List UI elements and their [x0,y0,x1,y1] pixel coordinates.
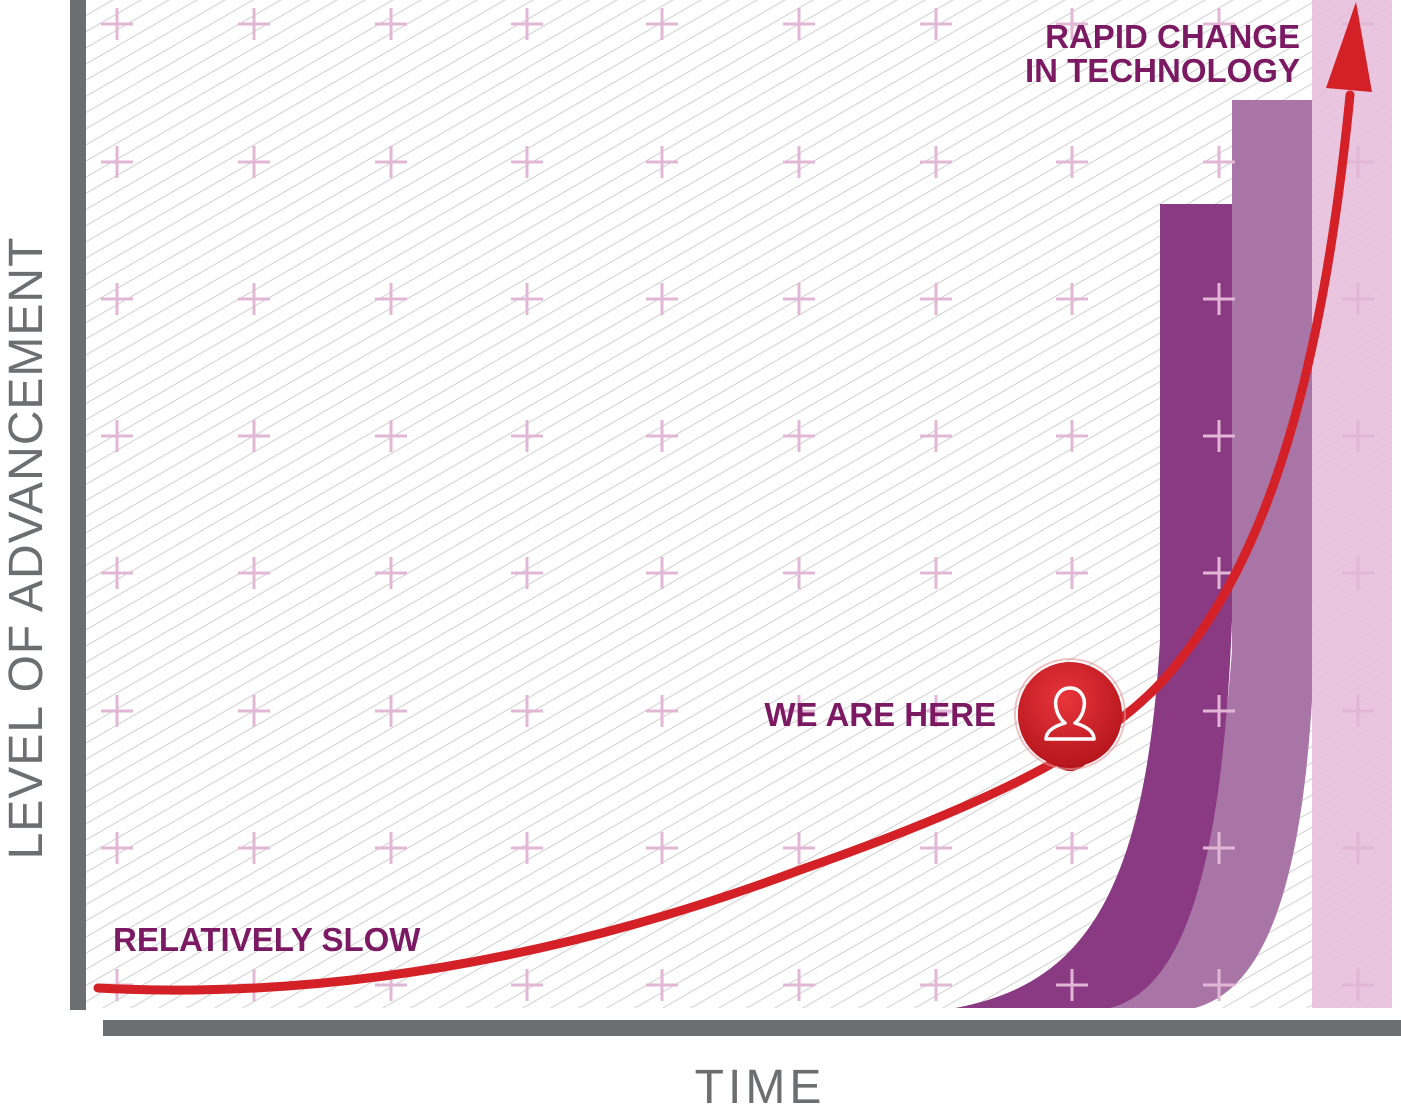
grid-plus-mark [646,8,678,40]
curve-arrowhead [1326,2,1372,92]
band-light [1312,0,1392,1008]
grid-plus-mark [646,969,678,1001]
grid-plus-mark [1342,969,1374,1001]
grid-plus-mark [1056,557,1088,589]
grid-plus-mark [920,969,952,1001]
grid-plus-mark [920,146,952,178]
grid-plus-mark [375,420,407,452]
grid-plus-mark [375,695,407,727]
grid-plus-mark [511,420,543,452]
grid-plus-mark [1056,283,1088,315]
grid-plus-mark [646,283,678,315]
grid-plus-mark [238,8,270,40]
grid-plus-mark [1342,695,1374,727]
grid-plus-mark [1056,8,1088,40]
grid-plus-mark [375,557,407,589]
grid-plus-mark [920,832,952,864]
y-axis [70,0,86,1010]
grid-plus-mark [783,146,815,178]
grid-plus-mark [1342,283,1374,315]
grid-plus-mark [238,146,270,178]
label-rapid-change-line2: IN TECHNOLOGY [1025,52,1300,89]
grid-plus-mark [1342,832,1374,864]
grid-plus-mark [511,832,543,864]
band-mid [1035,100,1312,1008]
grid-plus-mark [783,969,815,1001]
grid-plus-mark [920,8,952,40]
grid-plus-mark [920,420,952,452]
grid-plus-mark [238,420,270,452]
grid-plus-mark [375,146,407,178]
grid-plus-mark [646,146,678,178]
x-axis [103,1020,1401,1036]
grid-plus-mark [1203,969,1235,1001]
label-we-are-here: WE ARE HERE [764,696,996,733]
grid-plus-mark [238,832,270,864]
label-rapid-change-line1: RAPID CHANGE [1045,18,1300,55]
grid-plus-mark [920,557,952,589]
grid-plus-mark [1203,695,1235,727]
grid-plus-mark [511,146,543,178]
grid-plus-mark [238,283,270,315]
grid-plus-mark [646,557,678,589]
person-icon [1044,686,1096,741]
grid-plus-mark [920,695,952,727]
grid-plus-mark [375,832,407,864]
grid-plus-mark [1203,146,1235,178]
grid-plus-mark [783,557,815,589]
grid-plus-mark [783,283,815,315]
grid-plus-mark [1342,146,1374,178]
grid-plus-mark [511,695,543,727]
grid-plus-mark [511,557,543,589]
grid-plus-mark [1056,146,1088,178]
grid-plus-mark [783,8,815,40]
grid-plus-mark [101,146,133,178]
y-axis-label: LEVEL OF ADVANCEMENT [0,237,53,860]
grid-plus-mark [511,969,543,1001]
we-are-here-marker [1014,658,1126,771]
grid-plus-mark [238,557,270,589]
grid-plus-mark [783,832,815,864]
grid-plus-mark [101,832,133,864]
grid-plus-mark [375,283,407,315]
grid-plus-mark [238,695,270,727]
grid-plus-mark [646,695,678,727]
growth-curve [93,90,1355,995]
grid-plus-mark [1203,420,1235,452]
grid-plus-mark [1203,832,1235,864]
band-dark [955,204,1232,1008]
grid-plus-mark [101,557,133,589]
grid-plus-mark [646,420,678,452]
grid-plus-mark [1203,283,1235,315]
grid-plus-mark [1203,557,1235,589]
x-axis-label: TIME [695,1061,826,1107]
grid-plus-mark [101,283,133,315]
grid-plus-mark [1056,969,1088,1001]
grid-plus-mark [1203,8,1235,40]
grid-plus-mark [1342,557,1374,589]
grid-plus-mark [920,283,952,315]
grid-plus-mark [511,8,543,40]
grid-plus-mark [1056,832,1088,864]
grid-plus-mark [783,695,815,727]
grid-plus-mark [101,695,133,727]
grid-plus-mark [1342,420,1374,452]
label-relatively-slow: RELATIVELY SLOW [113,921,421,958]
grid-plus-mark [101,420,133,452]
grid-plus-mark [646,832,678,864]
grid-plus-mark [1056,420,1088,452]
grid-plus-mark [783,420,815,452]
grid-plus-mark [375,8,407,40]
grid-plus-mark [101,8,133,40]
grid-plus-mark [511,283,543,315]
